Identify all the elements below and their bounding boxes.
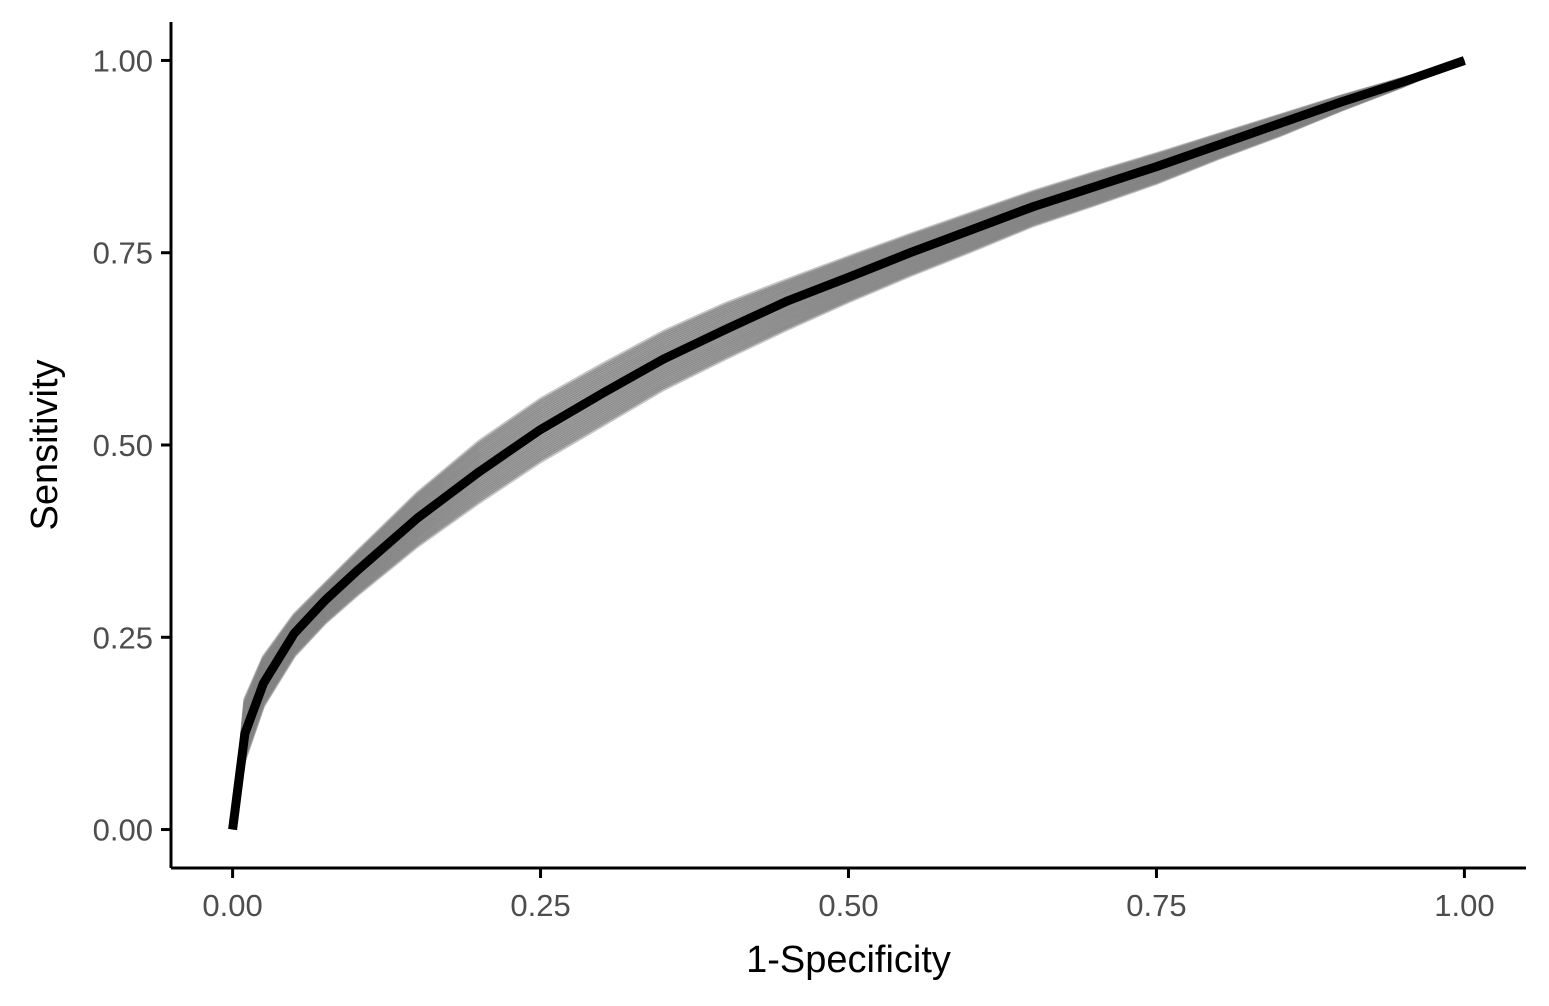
bootstrap-roc-curve: [231, 59, 1465, 830]
y-axis-ticks: 0.00 0.25 0.50 0.75 1.00: [93, 43, 171, 848]
bootstrap-roc-curve: [231, 59, 1465, 830]
bootstrap-roc-curve: [231, 59, 1465, 830]
bootstrap-curves: [231, 59, 1465, 830]
y-tick-label: 1.00: [93, 43, 153, 78]
bootstrap-roc-curve: [231, 59, 1465, 830]
y-axis-title: Sensitivity: [24, 359, 66, 530]
x-tick-label: 0.50: [818, 888, 878, 923]
x-tick-label: 1.00: [1434, 888, 1494, 923]
bootstrap-roc-curve: [231, 59, 1465, 830]
bootstrap-roc-curve: [231, 59, 1465, 830]
main-roc-curve: [228, 56, 1466, 831]
y-tick-label: 0.00: [93, 813, 153, 848]
main-roc-curve-group: [228, 56, 1466, 831]
bootstrap-roc-curve: [231, 59, 1465, 830]
bootstrap-roc-curve: [231, 59, 1465, 830]
bootstrap-roc-curve: [231, 59, 1465, 830]
bootstrap-roc-curve: [231, 59, 1465, 830]
bootstrap-roc-curve: [231, 59, 1465, 830]
y-tick-label: 0.75: [93, 236, 153, 271]
x-tick-label: 0.25: [510, 888, 570, 923]
bootstrap-roc-curve: [231, 59, 1465, 830]
bootstrap-roc-curve: [231, 59, 1465, 830]
bootstrap-roc-curve: [231, 59, 1465, 830]
bootstrap-roc-curve: [231, 59, 1465, 830]
bootstrap-roc-curve: [231, 59, 1465, 830]
y-tick-label: 0.25: [93, 620, 153, 655]
bootstrap-roc-curve: [231, 59, 1465, 830]
bootstrap-roc-curve: [231, 59, 1465, 830]
x-axis-title: 1-Specificity: [746, 939, 951, 981]
bootstrap-roc-curve: [231, 59, 1465, 830]
bootstrap-roc-curve: [231, 59, 1465, 830]
bootstrap-roc-curve: [231, 59, 1465, 830]
bootstrap-roc-curve: [231, 59, 1465, 830]
bootstrap-roc-curve: [231, 59, 1465, 830]
bootstrap-roc-curve: [231, 59, 1465, 830]
bootstrap-roc-curve: [231, 59, 1465, 830]
y-tick-label: 0.50: [93, 428, 153, 463]
bootstrap-roc-curve: [231, 59, 1465, 830]
x-tick-label: 0.75: [1126, 888, 1186, 923]
bootstrap-roc-curve: [231, 59, 1465, 830]
x-tick-label: 0.00: [202, 888, 262, 923]
x-axis-ticks: 0.00 0.25 0.50 0.75 1.00: [202, 868, 1495, 923]
bootstrap-roc-curve: [231, 59, 1465, 830]
bootstrap-roc-curve: [231, 59, 1465, 830]
bootstrap-roc-curve: [231, 59, 1465, 830]
